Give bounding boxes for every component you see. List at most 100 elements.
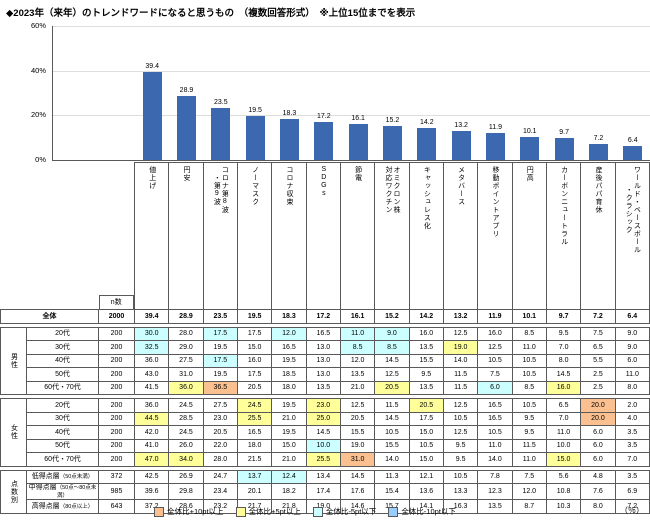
group-label: 点数別: [0, 469, 27, 514]
value-cell: 36.0: [168, 380, 204, 395]
value-cell: 18.0: [236, 438, 273, 453]
value-cell: 10.5: [511, 367, 547, 382]
bar-value-label: 19.5: [248, 107, 262, 115]
value-cell: 16.3: [442, 499, 479, 514]
table-row: 50代 200 43.0 31.0 19.5 17.5 18.5 13.0 13.5 12.5 9.…: [1, 367, 650, 382]
table-row: 点数別 低得点層（50点未満） 372 42.5 26.9 24.7 13.7 12.4 13.…: [0, 469, 650, 514]
column-header: カーボンニュートラル: [545, 162, 582, 310]
bar-slot: 18.3: [272, 26, 306, 160]
value-cell: 22.0: [202, 438, 238, 453]
row-label: 20代: [26, 326, 99, 341]
value-cell: 3.5: [614, 469, 650, 484]
table-header-block: n数 値上げ 円安 コロナ第8波 ・第9波 ノーマスク コロナ収束 SDGs 節電 オミクロン株…: [0, 162, 650, 324]
value-cell: 9.0: [614, 340, 650, 355]
value-cell: 15.0: [271, 438, 307, 453]
table-row: 30代 200 44.5 28.5 23.0 25.5 21.0 25.0 20.5 14.5 17…: [1, 411, 650, 426]
value-cell: 10.5: [442, 411, 479, 426]
value-cell: 25.5: [236, 411, 273, 426]
table-row: 40代 200 36.0 27.5 17.5 16.0 19.5 13.0 12.0 14.5 15…: [1, 353, 650, 368]
value-cell: 16.5: [236, 425, 273, 440]
row-n: 200: [98, 398, 135, 413]
value-cell: 5.6: [545, 469, 582, 484]
row-n: 200: [98, 340, 135, 355]
value-cell: 6.0: [580, 438, 616, 453]
value-cell: 7.0: [614, 452, 650, 467]
value-cell: 21.8: [271, 499, 307, 514]
bar-value-label: 7.2: [593, 134, 604, 142]
value-cell: 16.0: [236, 353, 273, 368]
value-cell: 15.0: [408, 452, 444, 467]
value-cell: 24.5: [168, 398, 204, 413]
bar-value-label: 10.1: [522, 128, 537, 136]
bar-value-label: 14.2: [419, 119, 434, 127]
value-cell: 13.6: [408, 483, 444, 500]
value-cell: 10.5: [477, 353, 513, 368]
value-cell: 13.0: [305, 367, 341, 382]
value-cell: 11.0: [545, 425, 582, 440]
bar: [382, 126, 402, 160]
value-cell: 20.5: [374, 380, 410, 395]
value-cell: 14.0: [374, 452, 410, 467]
unit-label: （％）: [620, 506, 644, 515]
value-cell: 10.5: [374, 425, 410, 440]
legend-color-swatch: [235, 506, 246, 517]
value-cell: 21.0: [339, 380, 376, 395]
bar-value-label: 11.9: [488, 124, 502, 132]
legend-item: 全体比+10pt以上: [154, 506, 224, 517]
value-cell: 13.5: [339, 367, 376, 382]
value-cell: 44.5: [133, 411, 170, 426]
bar-value-label: 39.4: [145, 63, 159, 70]
value-cell: 12.3: [477, 483, 513, 500]
value-cell: 9.7: [545, 309, 582, 324]
value-cell: 23.4: [202, 483, 238, 500]
value-cell: 20.5: [236, 380, 273, 395]
value-cell: 12.5: [477, 340, 513, 355]
value-cell: 14.5: [374, 411, 410, 426]
column-header: 円高: [511, 162, 547, 310]
value-cell: 8.5: [511, 380, 547, 395]
value-cell: 24.5: [236, 398, 273, 413]
value-cell: 13.5: [408, 340, 444, 355]
value-cell: 31.0: [168, 367, 204, 382]
value-cell: 19.5: [271, 353, 307, 368]
value-cell: 2.5: [580, 380, 616, 395]
value-cell: 12.1: [408, 469, 444, 484]
legend-color-swatch: [312, 506, 323, 517]
y-axis-tick: 60%: [30, 21, 46, 30]
value-cell: 17.2: [305, 309, 341, 324]
value-cell: 4.0: [614, 411, 650, 426]
value-cell: 24.5: [168, 425, 204, 440]
bar-chart: 39.4 28.9 23.5 19.5 18.3 17.2 16.1 15.2 14.2 13.2…: [0, 21, 650, 164]
value-cell: 34.0: [168, 452, 204, 467]
table-row: 男性 20代 200 30.0 28.0 17.5 17.5 12.0 16.5 11.0 9.0 1…: [0, 326, 650, 395]
chart-title: ◆2023年（来年）のトレンドワードになると思うもの （複数回答形式） ※上位1…: [6, 8, 416, 19]
value-cell: 12.5: [339, 398, 376, 413]
value-cell: 20.0: [580, 398, 616, 413]
value-cell: 15.0: [408, 425, 444, 440]
column-header: メタバース: [442, 162, 479, 310]
y-axis-tick: 40%: [30, 65, 46, 75]
row-n: 200: [98, 367, 135, 382]
bar-slot: 39.4: [135, 26, 169, 160]
value-cell: 32.5: [133, 340, 170, 355]
column-header: 産後パパ育休: [580, 162, 616, 310]
row-label: 30代: [26, 411, 99, 426]
value-cell: 13.0: [305, 340, 341, 355]
overall-n: 2000: [98, 309, 135, 324]
value-cell: 25.0: [305, 411, 341, 426]
value-cell: 21.0: [271, 452, 307, 467]
bar: [279, 119, 299, 160]
value-cell: 12.5: [442, 425, 479, 440]
value-cell: 7.8: [477, 469, 513, 484]
bar: [245, 116, 265, 160]
value-cell: 41.5: [133, 380, 170, 395]
value-cell: 13.5: [305, 380, 341, 395]
bar-value-label: 28.9: [179, 86, 194, 94]
value-cell: 15.5: [374, 438, 410, 453]
bar-value-label: 15.2: [385, 117, 400, 125]
table-row: 30代 200 32.5 29.0 19.5 15.0 16.5 13.0 8.5 8.5 13.5…: [1, 340, 650, 355]
row-label: 高得点層（80点以上）: [26, 499, 99, 514]
bars-container: 39.4 28.9 23.5 19.5 18.3 17.2 16.1 15.2 14.2 13.2…: [135, 26, 650, 160]
value-cell: 16.0: [408, 326, 444, 341]
n-header-cell: n数: [98, 162, 135, 310]
